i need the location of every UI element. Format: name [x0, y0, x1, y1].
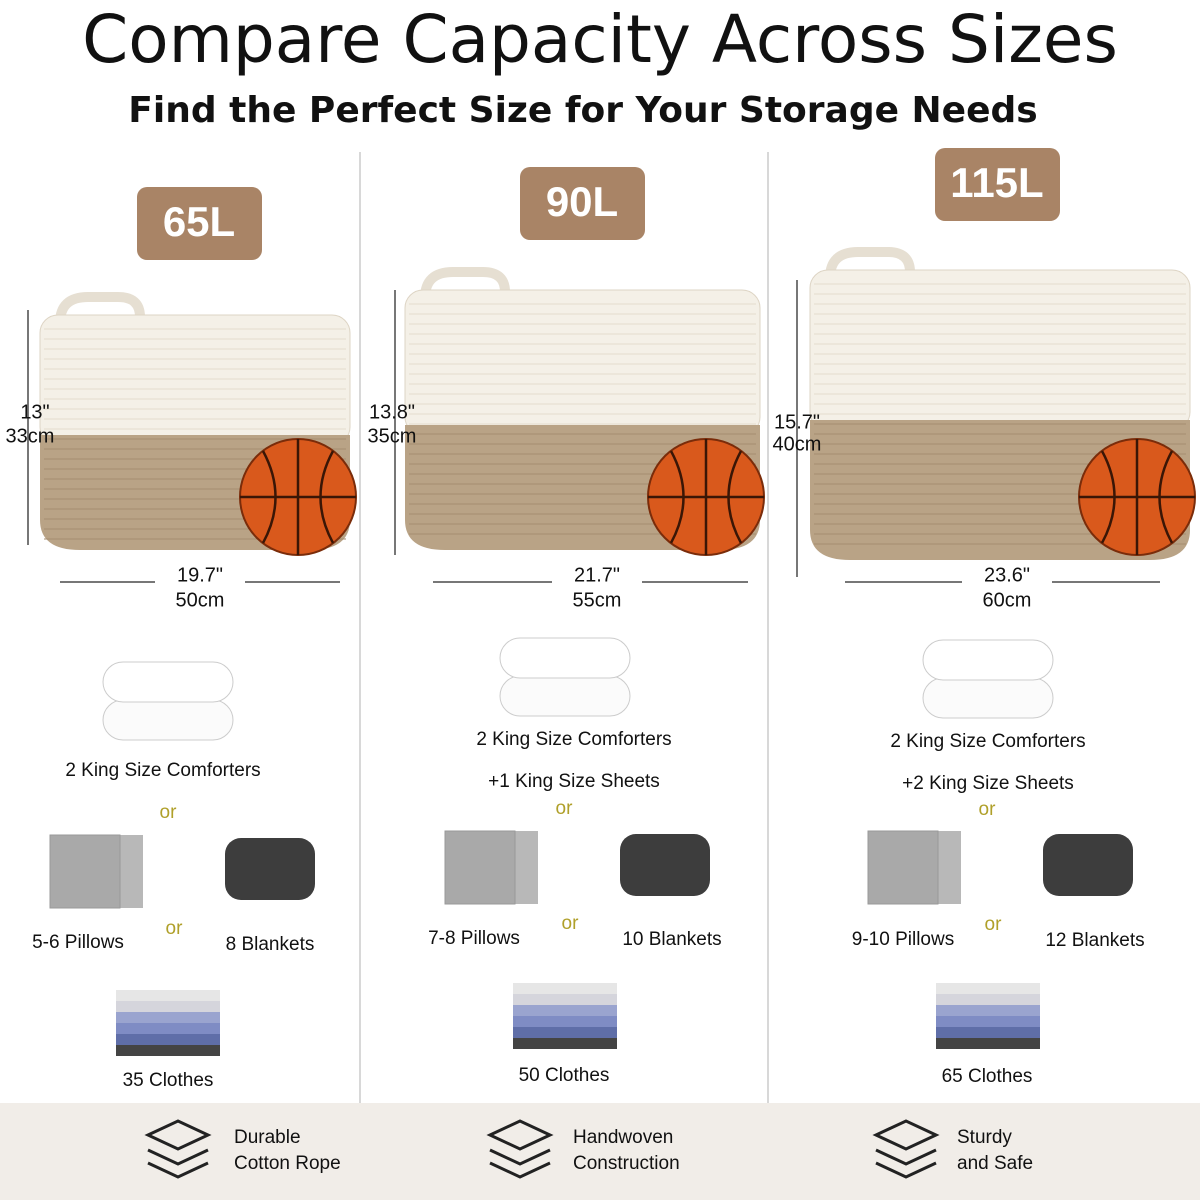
capacity-label: 65L [163, 198, 235, 245]
comforter-icon [922, 639, 1054, 681]
or-label: or [166, 918, 184, 939]
blankets-label: 10 Blankets [622, 929, 721, 950]
pillow-icon [444, 830, 516, 905]
subtitle: Find the Perfect Size for Your Storage N… [128, 90, 1037, 131]
height-in: 13" [20, 401, 49, 423]
or-label: or [985, 914, 1003, 935]
comforters-label: 2 King Size Comforters [476, 729, 671, 750]
width-cm: 60cm [983, 589, 1032, 611]
height-in: 15.7" [774, 411, 820, 433]
height-cm: 33cm [6, 425, 55, 447]
clothes-icon [116, 1034, 220, 1045]
height-in: 13.8" [369, 401, 415, 423]
width-in: 23.6" [984, 564, 1030, 586]
feature-line1: Durable [234, 1127, 301, 1148]
capacity-label: 90L [546, 178, 618, 225]
or-label: or [979, 799, 997, 820]
clothes-icon [116, 1012, 220, 1023]
clothes-icon [513, 1038, 617, 1049]
height-cm: 35cm [368, 425, 417, 447]
comforter-icon [499, 675, 631, 717]
feature-icon [872, 1119, 940, 1179]
clothes-icon [936, 994, 1040, 1005]
pillows-label: 5-6 Pillows [32, 932, 124, 953]
blanket-icon [620, 834, 710, 896]
basket-handle [420, 267, 510, 299]
ball-seams [1079, 439, 1195, 555]
sheets-label: +1 King Size Sheets [488, 771, 660, 792]
title: Compare Capacity Across Sizes [82, 1, 1118, 78]
clothes-icon [116, 1023, 220, 1034]
feature-line1: Sturdy [957, 1127, 1012, 1148]
capacity-badge [520, 167, 645, 240]
comforter-icon [922, 677, 1054, 719]
sheets-label: +2 King Size Sheets [902, 773, 1074, 794]
clothes-icon [116, 1045, 220, 1056]
clothes-icon [513, 983, 617, 994]
feature-line2: Construction [573, 1153, 680, 1174]
pillow-icon [49, 834, 121, 909]
blanket-icon [1043, 834, 1133, 896]
clothes-icon [513, 994, 617, 1005]
width-cm: 50cm [176, 589, 225, 611]
ball-seams [240, 439, 356, 555]
basket-upper [404, 289, 761, 436]
width-in: 21.7" [574, 564, 620, 586]
basket-upper [39, 314, 351, 446]
pillows-label: 7-8 Pillows [428, 928, 520, 949]
comforter-icon [102, 661, 234, 703]
comforters-label: 2 King Size Comforters [65, 760, 260, 781]
clothes-icon [936, 1016, 1040, 1027]
comforter-icon [102, 699, 234, 741]
comforters-label: 2 King Size Comforters [890, 731, 1085, 752]
capacity-badge [935, 148, 1060, 221]
basket-handle [825, 247, 915, 279]
basket-handle [55, 292, 145, 324]
feature-line1: Handwoven [573, 1127, 673, 1148]
clothes-label: 65 Clothes [942, 1066, 1033, 1087]
capacity-badge [137, 187, 262, 260]
height-cm: 40cm [773, 433, 822, 455]
capacity-label: 115L [950, 159, 1043, 206]
width-in: 19.7" [177, 564, 223, 586]
feature-line2: Cotton Rope [234, 1153, 341, 1174]
pillow-icon [867, 830, 939, 905]
comforter-icon [499, 637, 631, 679]
clothes-icon [116, 1001, 220, 1012]
ball-seams [648, 439, 764, 555]
blankets-label: 8 Blankets [226, 934, 315, 955]
clothes-icon [936, 1005, 1040, 1016]
or-label: or [160, 802, 178, 823]
clothes-icon [513, 1016, 617, 1027]
clothes-icon [116, 990, 220, 1001]
clothes-icon [936, 1038, 1040, 1049]
blankets-label: 12 Blankets [1045, 930, 1144, 951]
width-cm: 55cm [573, 589, 622, 611]
pillows-label: 9-10 Pillows [852, 929, 954, 950]
clothes-icon [936, 983, 1040, 994]
clothes-icon [513, 1027, 617, 1038]
clothes-icon [513, 1005, 617, 1016]
footer-band [0, 1103, 1200, 1200]
or-label: or [562, 913, 580, 934]
clothes-icon [936, 1027, 1040, 1038]
clothes-label: 50 Clothes [519, 1065, 610, 1086]
feature-line2: and Safe [957, 1153, 1033, 1174]
clothes-label: 35 Clothes [123, 1070, 214, 1091]
blanket-icon [225, 838, 315, 900]
feature-icon [486, 1119, 554, 1179]
feature-icon [144, 1119, 212, 1179]
or-label: or [556, 798, 574, 819]
